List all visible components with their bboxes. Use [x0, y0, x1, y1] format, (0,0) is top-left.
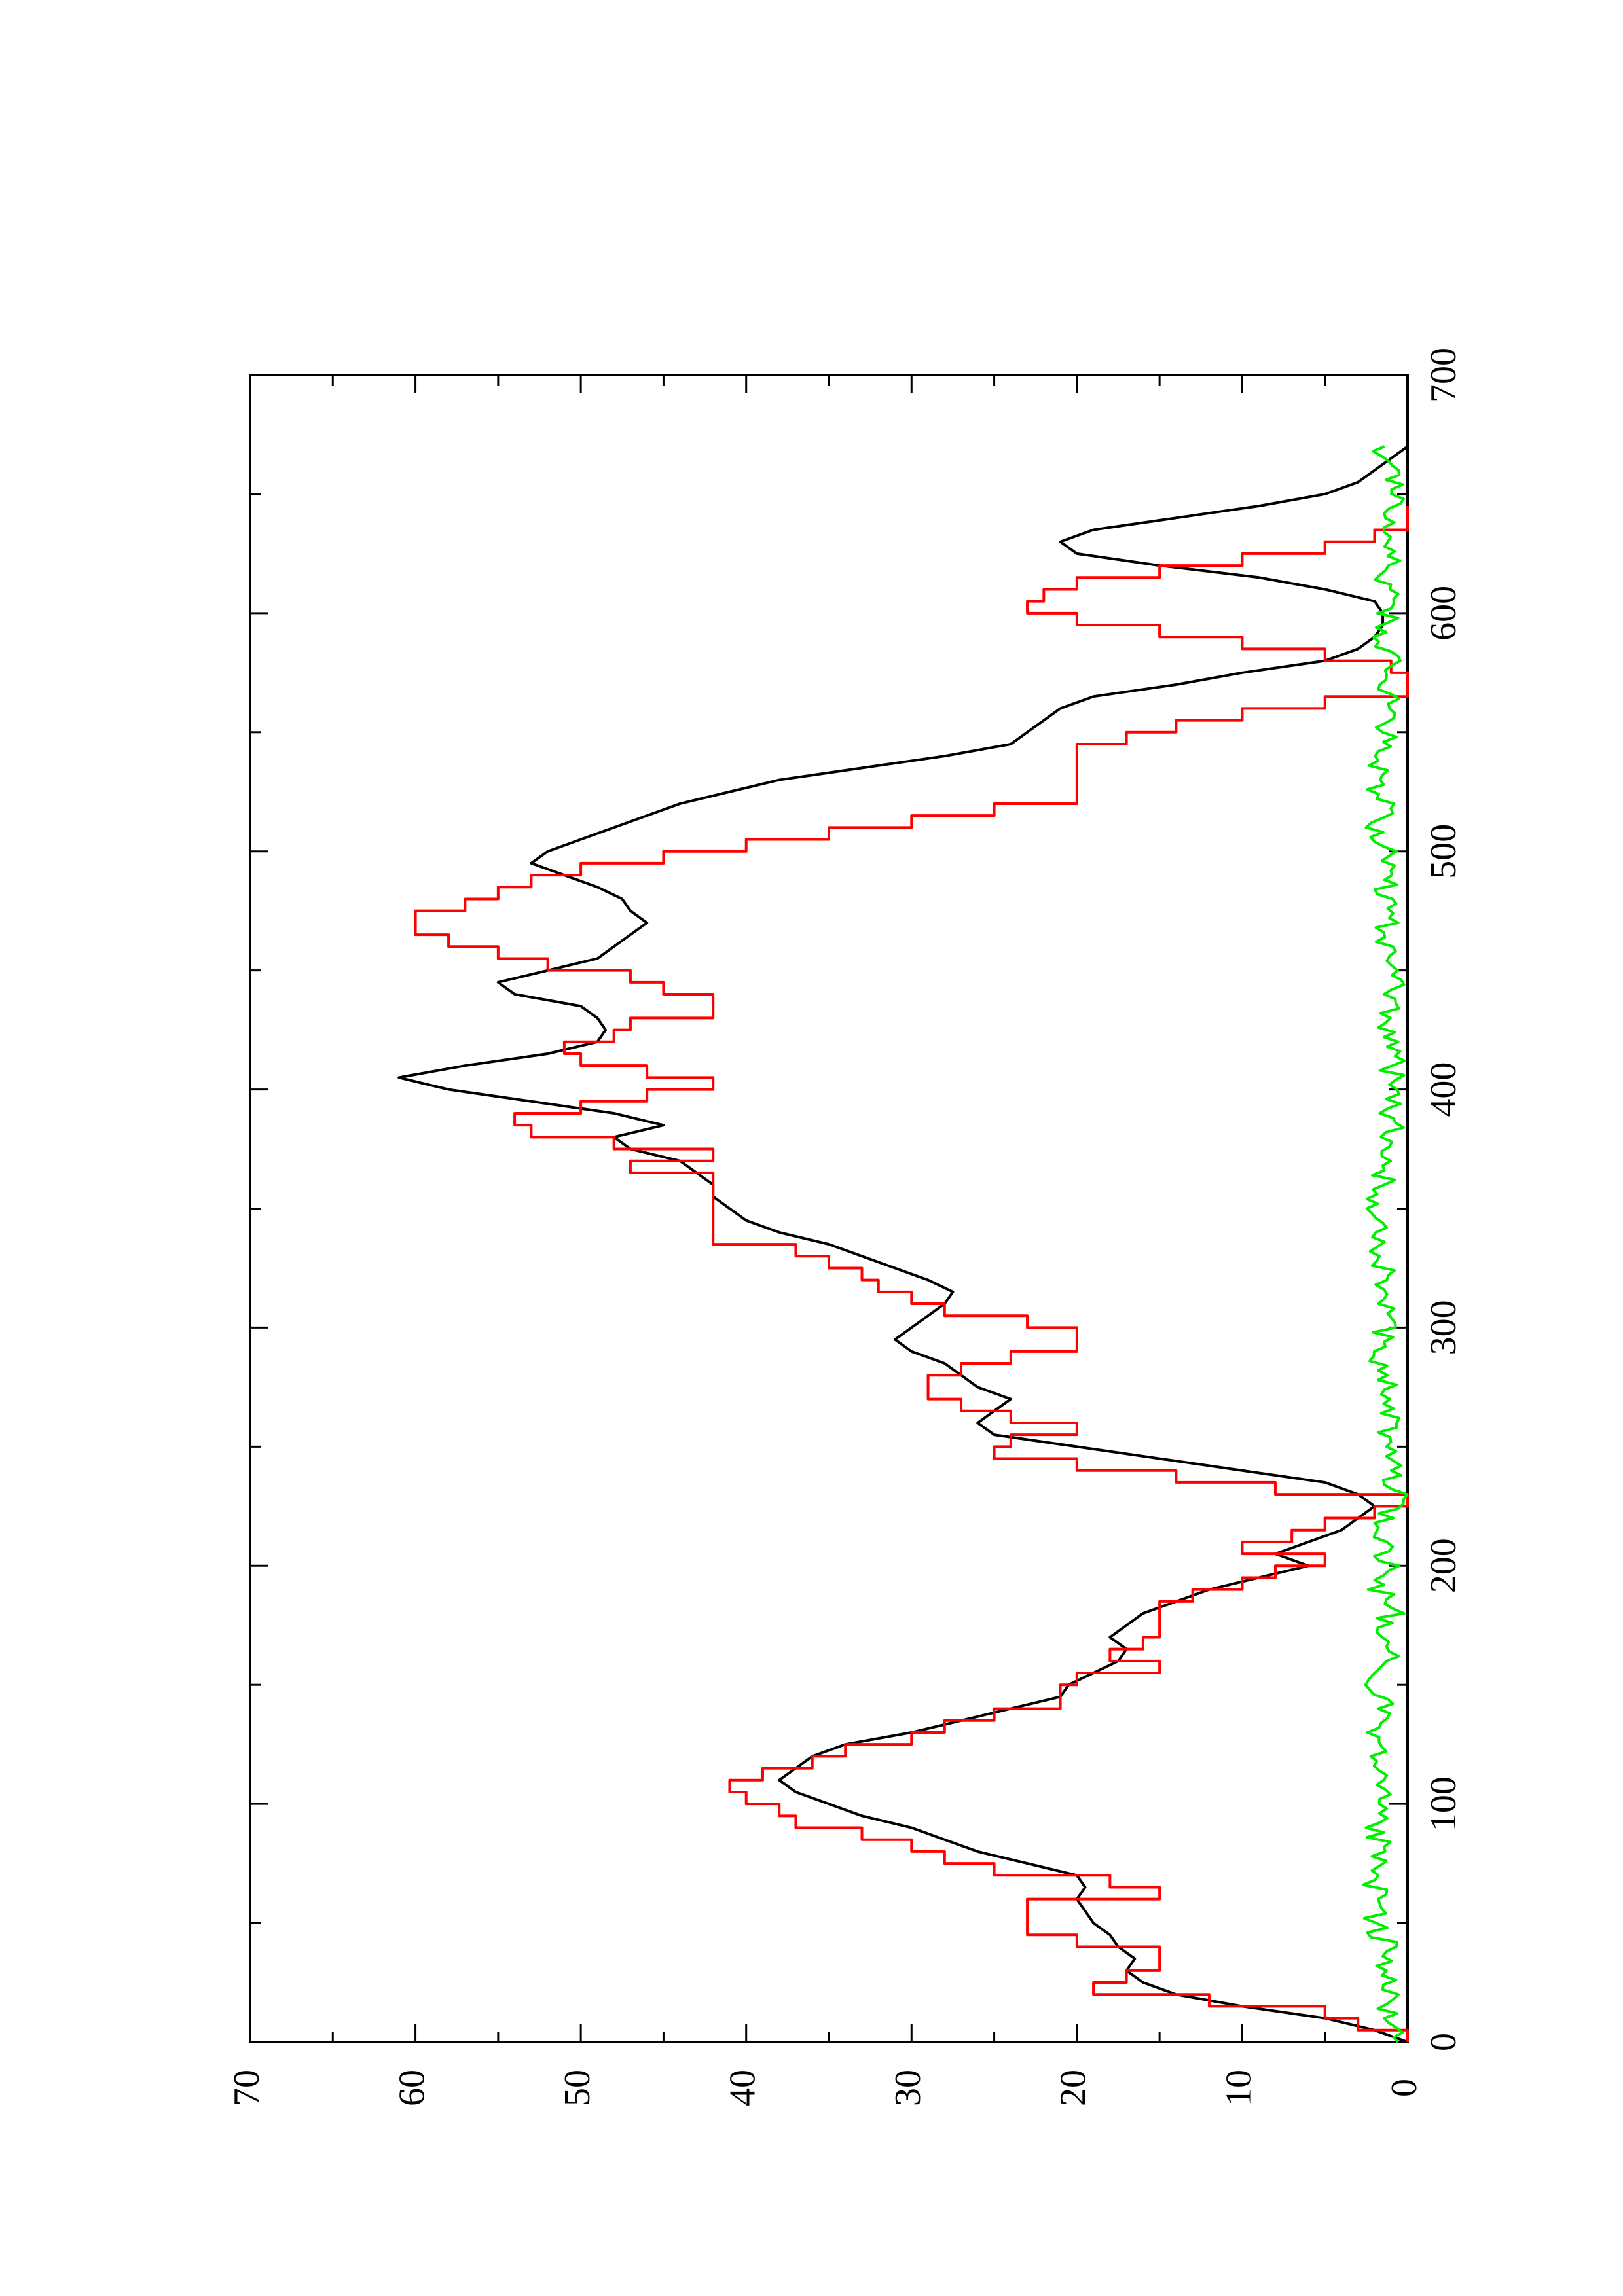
series-line: [1361, 445, 1409, 2043]
x-tick-label: 100: [1423, 1776, 1464, 1831]
x-tick-label: 200: [1423, 1538, 1464, 1593]
series-line: [397, 445, 1409, 2043]
series-line: [414, 506, 1409, 2042]
x-tick-label: 600: [1423, 586, 1464, 641]
y-tick-label: 20: [1053, 2070, 1094, 2106]
y-tick-label: 10: [1218, 2070, 1259, 2106]
x-tick-label: 500: [1423, 824, 1464, 879]
x-tick-label: 300: [1423, 1300, 1464, 1355]
y-tick-label: 60: [392, 2070, 432, 2106]
series-layer: [397, 445, 1409, 2043]
y-tick-label: 0: [1384, 2079, 1425, 2097]
tick-labels: 0 100 200 300 400 500 600 700 0 10 20 30 40 50 60 70: [227, 348, 1464, 2106]
y-tick-label: 50: [557, 2070, 598, 2106]
x-tick-label: 700: [1423, 348, 1464, 403]
x-tick-label: 400: [1423, 1062, 1464, 1117]
y-tick-label: 70: [227, 2070, 267, 2106]
y-tick-label: 40: [723, 2070, 763, 2106]
tick-marks: [249, 374, 1409, 2043]
y-tick-label: 30: [888, 2070, 928, 2106]
x-tick-label: 0: [1423, 2033, 1464, 2051]
plot-frame: [249, 374, 1409, 2043]
